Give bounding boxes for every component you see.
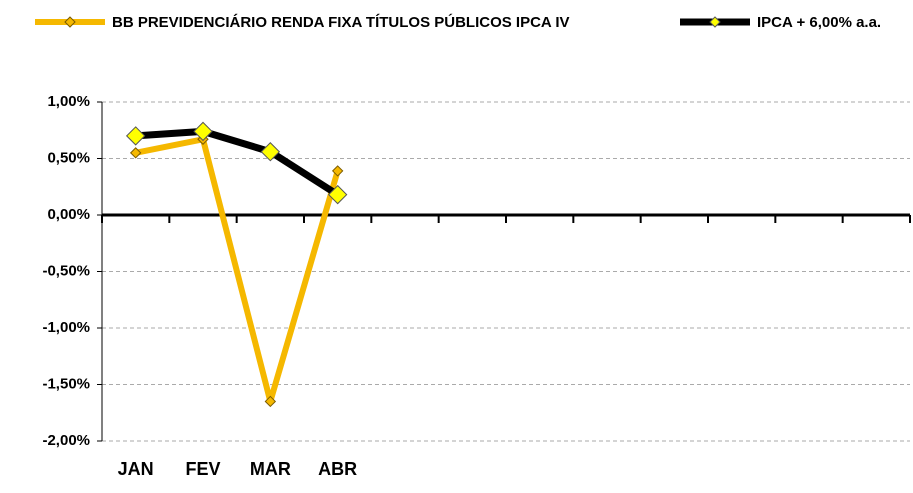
series-line [135,127,340,198]
marker [327,184,348,205]
x-tick-label: ABR [318,459,357,479]
marker [129,147,142,159]
y-tick-label: 1,00% [47,93,90,110]
marker [331,165,344,177]
y-tick-label: -2,00% [42,432,90,449]
y-tick-label: -1,50% [42,375,90,392]
legend-label: BB PREVIDENCIÁRIO RENDA FIXA TÍTULOS PÚB… [112,13,570,31]
x-tick-label: JAN [118,459,154,479]
series-line [135,136,341,405]
legend-label: IPCA + 6,00% a.a. [757,14,881,31]
marker [264,395,277,408]
marker [260,142,281,162]
x-tick-label: FEV [185,459,220,479]
y-tick-label: 0,50% [47,149,90,166]
marker [125,126,146,146]
legend-marker [709,16,721,28]
legend-marker [64,16,76,28]
y-tick-label: 0,00% [47,206,90,223]
x-tick-label: MAR [250,459,291,479]
y-tick-label: -1,00% [42,319,90,336]
y-tick-label: -0,50% [42,262,90,279]
marker [193,121,213,142]
